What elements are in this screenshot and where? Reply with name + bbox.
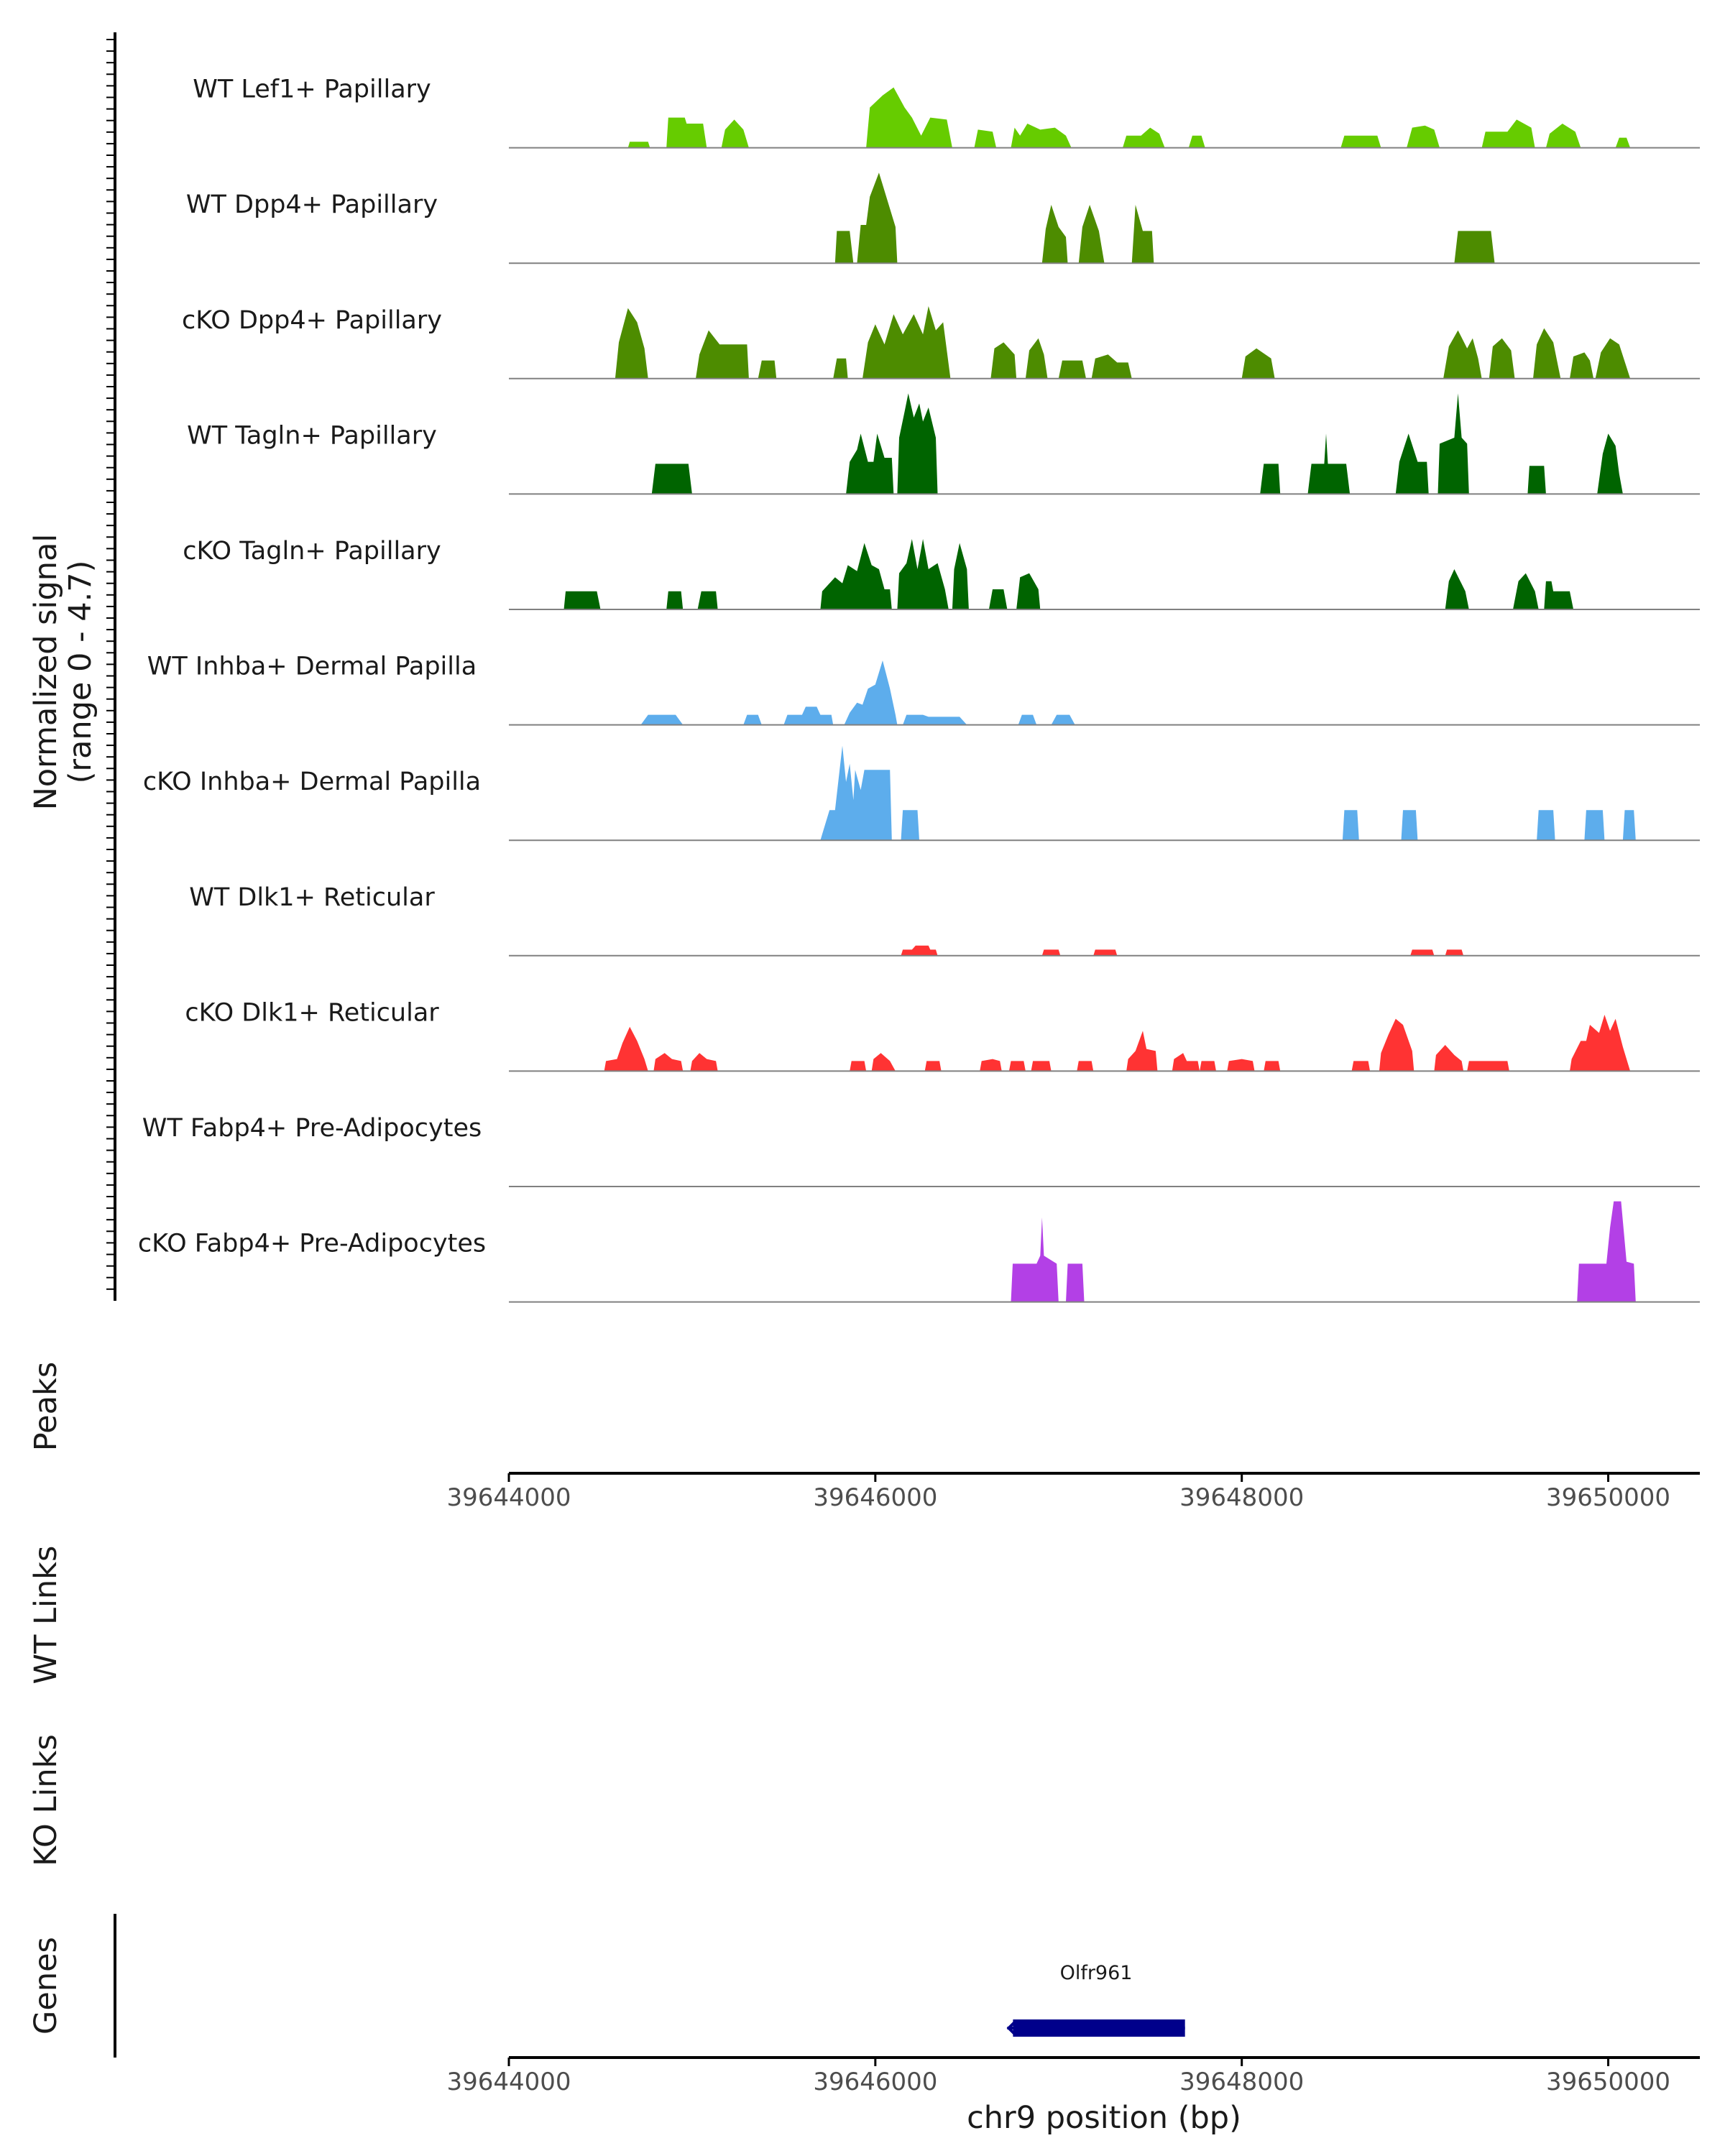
coverage-area-wt-lef1-papillary bbox=[627, 87, 1631, 148]
coverage-area-wt-dpp4-papillary bbox=[834, 172, 1495, 264]
gene-annotations: Olfr961 bbox=[1006, 1962, 1185, 2037]
track-label: cKO Dpp4+ Papillary bbox=[182, 306, 442, 335]
genes-panel-title: Genes bbox=[28, 1937, 64, 2035]
track-wt-tagln-papillary: WT Tagln+ Papillary bbox=[187, 393, 1700, 495]
peaks-x-axis-ticks: 39644000 39646000 39648000 39650000 bbox=[446, 1473, 1670, 1512]
track-cko-tagln-papillary: cKO Tagln+ Papillary bbox=[183, 537, 1700, 610]
gene-strand-arrow bbox=[1006, 2019, 1017, 2037]
x-tick-label: 39646000 bbox=[813, 2068, 937, 2096]
coverage-area-cko-tagln-papillary bbox=[564, 539, 1574, 609]
x-tick-label: 39644000 bbox=[446, 1483, 571, 1512]
gene-olfr961: Olfr961 bbox=[1006, 1962, 1185, 2037]
track-label: WT Dpp4+ Papillary bbox=[186, 190, 438, 219]
x-tick-label: 39650000 bbox=[1546, 1483, 1670, 1512]
coverage-area-cko-inhba-dermal-papilla bbox=[820, 745, 1636, 841]
track-cko-inhba-dermal-papilla: cKO Inhba+ Dermal Papilla bbox=[143, 745, 1700, 842]
coverage-area-wt-inhba-dermal-papilla bbox=[640, 660, 1075, 725]
track-cko-dlk1-reticular: cKO Dlk1+ Reticular bbox=[185, 998, 1700, 1072]
coverage-area-cko-dlk1-reticular bbox=[604, 1015, 1631, 1072]
track-label: WT Lef1+ Papillary bbox=[193, 75, 431, 104]
track-label: cKO Inhba+ Dermal Papilla bbox=[143, 768, 481, 796]
track-wt-dlk1-reticular: WT Dlk1+ Reticular bbox=[189, 883, 1700, 957]
x-tick-label: 39644000 bbox=[446, 2068, 571, 2096]
coverage-tracks: WT Lef1+ Papillary WT Dpp4+ Papillary cKO … bbox=[138, 75, 1700, 1303]
coverage-area-wt-dlk1-reticular bbox=[901, 945, 1464, 956]
x-tick-label: 39650000 bbox=[1546, 2068, 1670, 2096]
track-label: cKO Fabp4+ Pre-Adipocytes bbox=[138, 1230, 486, 1258]
track-wt-dpp4-papillary: WT Dpp4+ Papillary bbox=[186, 172, 1700, 264]
gene-label: Olfr961 bbox=[1060, 1962, 1133, 1984]
track-label: WT Dlk1+ Reticular bbox=[189, 883, 435, 912]
track-wt-inhba-dermal-papilla: WT Inhba+ Dermal Papilla bbox=[147, 653, 1700, 726]
signal-y-axis-ticks bbox=[106, 39, 115, 1290]
track-label: WT Tagln+ Papillary bbox=[187, 421, 437, 450]
wt-links-panel-title: WT Links bbox=[28, 1546, 64, 1685]
track-label: cKO Tagln+ Papillary bbox=[183, 537, 441, 566]
gene-exon bbox=[1013, 2019, 1185, 2037]
coverage-area-cko-dpp4-papillary bbox=[615, 306, 1631, 379]
track-wt-lef1-papillary: WT Lef1+ Papillary bbox=[193, 75, 1700, 149]
coverage-area-cko-fabp4-pre-adipocytes bbox=[1011, 1201, 1636, 1302]
peaks-panel-title: Peaks bbox=[28, 1362, 64, 1452]
track-label: cKO Dlk1+ Reticular bbox=[185, 998, 439, 1027]
track-label: WT Fabp4+ Pre-Adipocytes bbox=[142, 1114, 482, 1143]
track-cko-fabp4-pre-adipocytes: cKO Fabp4+ Pre-Adipocytes bbox=[138, 1201, 1700, 1303]
x-tick-label: 39648000 bbox=[1179, 1483, 1304, 1512]
signal-y-axis-range: (range 0 - 4.7) bbox=[63, 561, 98, 784]
coverage-area-wt-tagln-papillary bbox=[651, 393, 1623, 494]
x-axis-title: chr9 position (bp) bbox=[967, 2100, 1241, 2136]
signal-y-axis-title: Normalized signal bbox=[28, 534, 64, 811]
track-cko-dpp4-papillary: cKO Dpp4+ Papillary bbox=[182, 306, 1700, 379]
track-wt-fabp4-pre-adipocytes: WT Fabp4+ Pre-Adipocytes bbox=[142, 1114, 1700, 1187]
genes-x-axis-ticks: 39644000 39646000 39648000 39650000 bbox=[446, 2058, 1670, 2096]
x-tick-label: 39646000 bbox=[813, 1483, 937, 1512]
ko-links-panel-title: KO Links bbox=[28, 1734, 64, 1866]
track-label: WT Inhba+ Dermal Papilla bbox=[147, 653, 477, 681]
x-tick-label: 39648000 bbox=[1179, 2068, 1304, 2096]
